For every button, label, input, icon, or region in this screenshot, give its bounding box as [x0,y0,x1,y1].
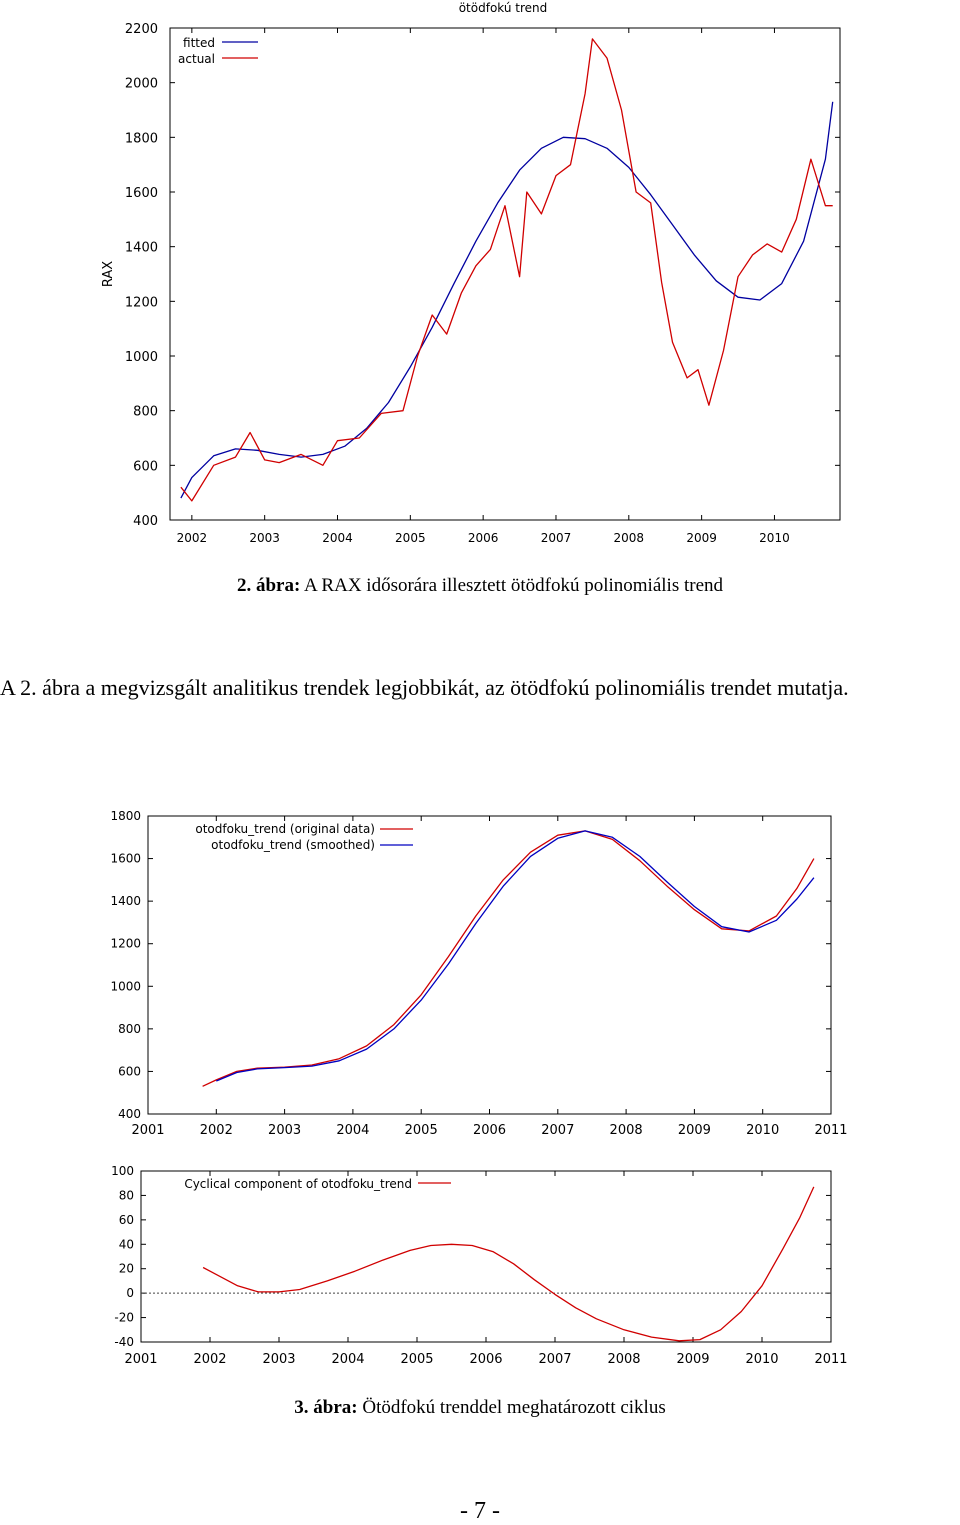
series-line-1 [202,1186,815,1342]
series-line-1 [202,830,815,1087]
figure-2-label: 2. ábra: [236,575,301,596]
x-tick-label: 2009 [676,1352,709,1367]
y-tick-label: 2200 [125,22,158,37]
plot-frame [169,27,841,521]
y-tick-label: 1200 [125,295,158,310]
x-tick-label: 2004 [322,531,353,545]
y-tick-label: 60 [119,1213,134,1227]
y-tick-label: 1600 [110,852,141,866]
plot-frame [140,1170,832,1343]
x-tick-label: 2010 [759,531,790,545]
x-tick-label: 2011 [814,1123,847,1138]
y-tick-label: -20 [114,1311,134,1325]
x-tick-label: 2008 [614,531,645,545]
x-tick-label: 2010 [745,1352,778,1367]
x-tick-label: 2001 [124,1352,157,1367]
x-tick-label: 2010 [746,1123,779,1138]
legend-label-fitted: fitted [183,36,215,50]
x-tick-label: 2007 [541,531,572,545]
legend-label-actual: actual [178,52,215,66]
x-tick-label: 2005 [395,531,426,545]
legend-label-smoothed: otodfoku_trend (smoothed) [211,838,375,852]
cyclical-component-chart: -40 -20 0 20 40 60 80 100 2001 2002 2003 2004 2005 20… [111,1164,847,1367]
y-tick-label: 80 [119,1188,134,1202]
y-tick-label: -40 [114,1335,134,1349]
x-tick-label: 2005 [400,1352,433,1367]
y-tick-label: 2000 [125,77,158,92]
legend: Cyclical component of otodfoku_trend [184,1177,451,1191]
x-tick-label: 2006 [473,1123,506,1138]
page-number: - 7 - [460,1498,500,1524]
y-tick-label: 600 [118,1064,141,1078]
trend-comparison-chart: 400 600 800 1000 1200 1400 1600 1800 2001 2002 200… [110,809,847,1138]
y-tick-label: 600 [133,459,158,474]
x-tick-label: 2003 [262,1352,295,1367]
x-tick-label: 2008 [607,1352,640,1367]
y-tick-label: 800 [133,405,158,420]
x-tick-label: 2002 [193,1352,226,1367]
y-axis-label: RAX [101,261,116,287]
x-tick-label: 2003 [249,531,280,545]
x-tick-label: 2001 [131,1123,164,1138]
x-tick-label: 2006 [468,531,499,545]
x-tick-label: 2002 [200,1123,233,1138]
x-tick-label: 2004 [336,1123,369,1138]
legend: fitted actual [178,36,258,66]
y-tick-label: 800 [118,1022,141,1036]
y-tick-label: 1400 [125,241,158,256]
chart-title: ötödfokú trend [459,1,548,15]
y-tick-label: 1000 [125,350,158,365]
x-tick-label: 2003 [268,1123,301,1138]
x-tick-label: 2011 [814,1352,847,1367]
y-tick-label: 400 [118,1107,141,1121]
series-line-2 [180,38,833,502]
y-tick-label: 400 [133,514,158,529]
legend-label-cyclical: Cyclical component of otodfoku_trend [184,1177,412,1191]
y-tick-label: 100 [111,1164,134,1178]
figure-3-label: 3. ábra: [294,1397,358,1418]
x-tick-label: 2009 [686,531,717,545]
series-line-2 [216,830,815,1082]
y-tick-label: 40 [119,1237,134,1251]
body-paragraph: A 2. ábra a megvizsgált analitikus trend… [0,675,849,700]
x-tick-label: 2007 [541,1123,574,1138]
figure-2-text: A RAX idősorára illesztett ötödfokú poli… [300,575,724,596]
y-tick-label: 0 [126,1286,134,1300]
x-tick-label: 2007 [538,1352,571,1367]
x-tick-label: 2009 [678,1123,711,1138]
x-tick-label: 2004 [331,1352,364,1367]
y-tick-label: 1600 [125,186,158,201]
figure-2-caption: 2. ábra: A RAX idősorára illesztett ötöd… [0,575,960,597]
x-tick-label: 2005 [405,1123,438,1138]
figure-3-text: Ötödfokú trenddel meghatározott ciklus [357,1397,666,1418]
figure-3-caption: 3. ábra: Ötödfokú trenddel meghatározott… [0,1397,960,1419]
x-tick-label: 2002 [177,531,208,545]
y-tick-label: 1800 [125,131,158,146]
y-tick-label: 1200 [110,937,141,951]
y-tick-label: 1400 [110,894,141,908]
rax-trend-chart: ötödfokú trend RAX 400 600 800 1000 1200 1400… [101,1,841,545]
y-tick-label: 20 [119,1262,134,1276]
legend-label-original: otodfoku_trend (original data) [195,822,375,836]
x-tick-label: 2008 [610,1123,643,1138]
x-tick-label: 2006 [469,1352,502,1367]
y-tick-label: 1000 [110,979,141,993]
legend: otodfoku_trend (original data) otodfoku_… [195,822,413,852]
series-line-1 [180,101,834,499]
y-tick-label: 1800 [110,809,141,823]
